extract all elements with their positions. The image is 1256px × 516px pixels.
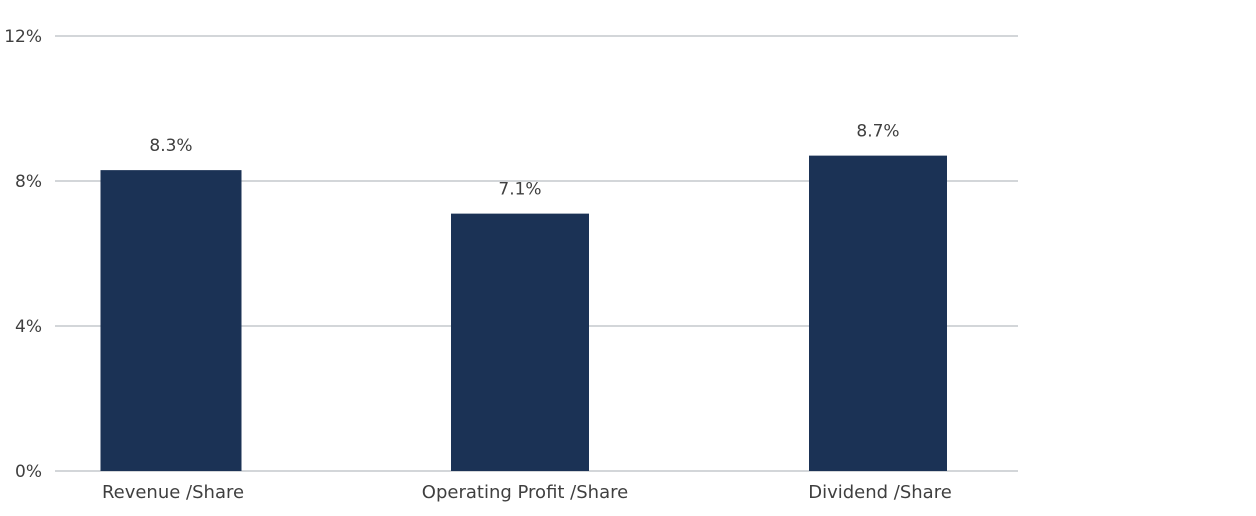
- data-label: 8.7%: [856, 122, 899, 142]
- bars: [100, 155, 947, 471]
- data-label: 7.1%: [498, 180, 541, 200]
- bar-3: [809, 155, 947, 471]
- x-axis-category-labels: Revenue /Share Operating Profit /Share Div…: [102, 482, 952, 503]
- y-tick-label: 12%: [4, 27, 42, 47]
- y-tick-label: 4%: [15, 317, 42, 337]
- y-tick-label: 0%: [15, 462, 42, 482]
- bar-1: [100, 170, 242, 471]
- x-tick-label: Operating Profit /Share: [422, 482, 628, 503]
- data-labels: 8.3% 7.1% 8.7%: [149, 122, 899, 200]
- x-tick-label: Dividend /Share: [808, 482, 952, 503]
- bar-2: [451, 213, 589, 471]
- x-tick-label: Revenue /Share: [102, 482, 244, 503]
- y-tick-label: 8%: [15, 172, 42, 192]
- data-label: 8.3%: [149, 136, 192, 156]
- y-axis-tick-labels: 0% 4% 8% 12%: [4, 27, 42, 482]
